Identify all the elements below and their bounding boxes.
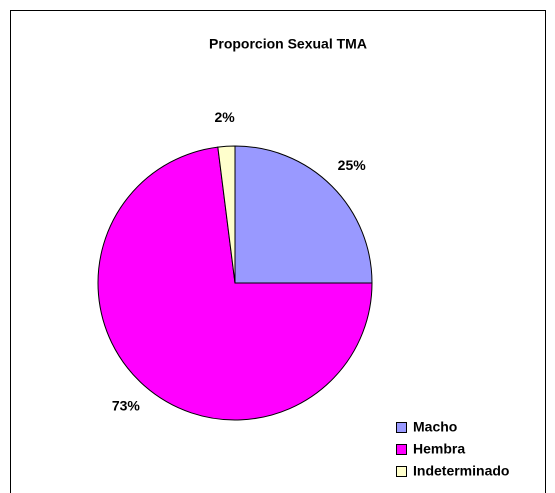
- chart-title: Proporcion Sexual TMA: [209, 36, 367, 52]
- pie-slice: [217, 145, 236, 284]
- legend-swatch: [396, 422, 407, 433]
- data-label: 25%: [338, 157, 367, 173]
- data-label: 73%: [112, 397, 141, 413]
- legend-label: Hembra: [413, 441, 465, 457]
- legend-swatch: [396, 444, 407, 455]
- data-label: 2%: [215, 109, 236, 125]
- legend-swatch: [396, 466, 407, 477]
- chart-frame: [10, 10, 546, 493]
- legend-label: Macho: [413, 419, 457, 435]
- legend-label: Indeterminado: [413, 463, 509, 479]
- pie-slice: [234, 145, 373, 284]
- pie-slice: [97, 146, 373, 421]
